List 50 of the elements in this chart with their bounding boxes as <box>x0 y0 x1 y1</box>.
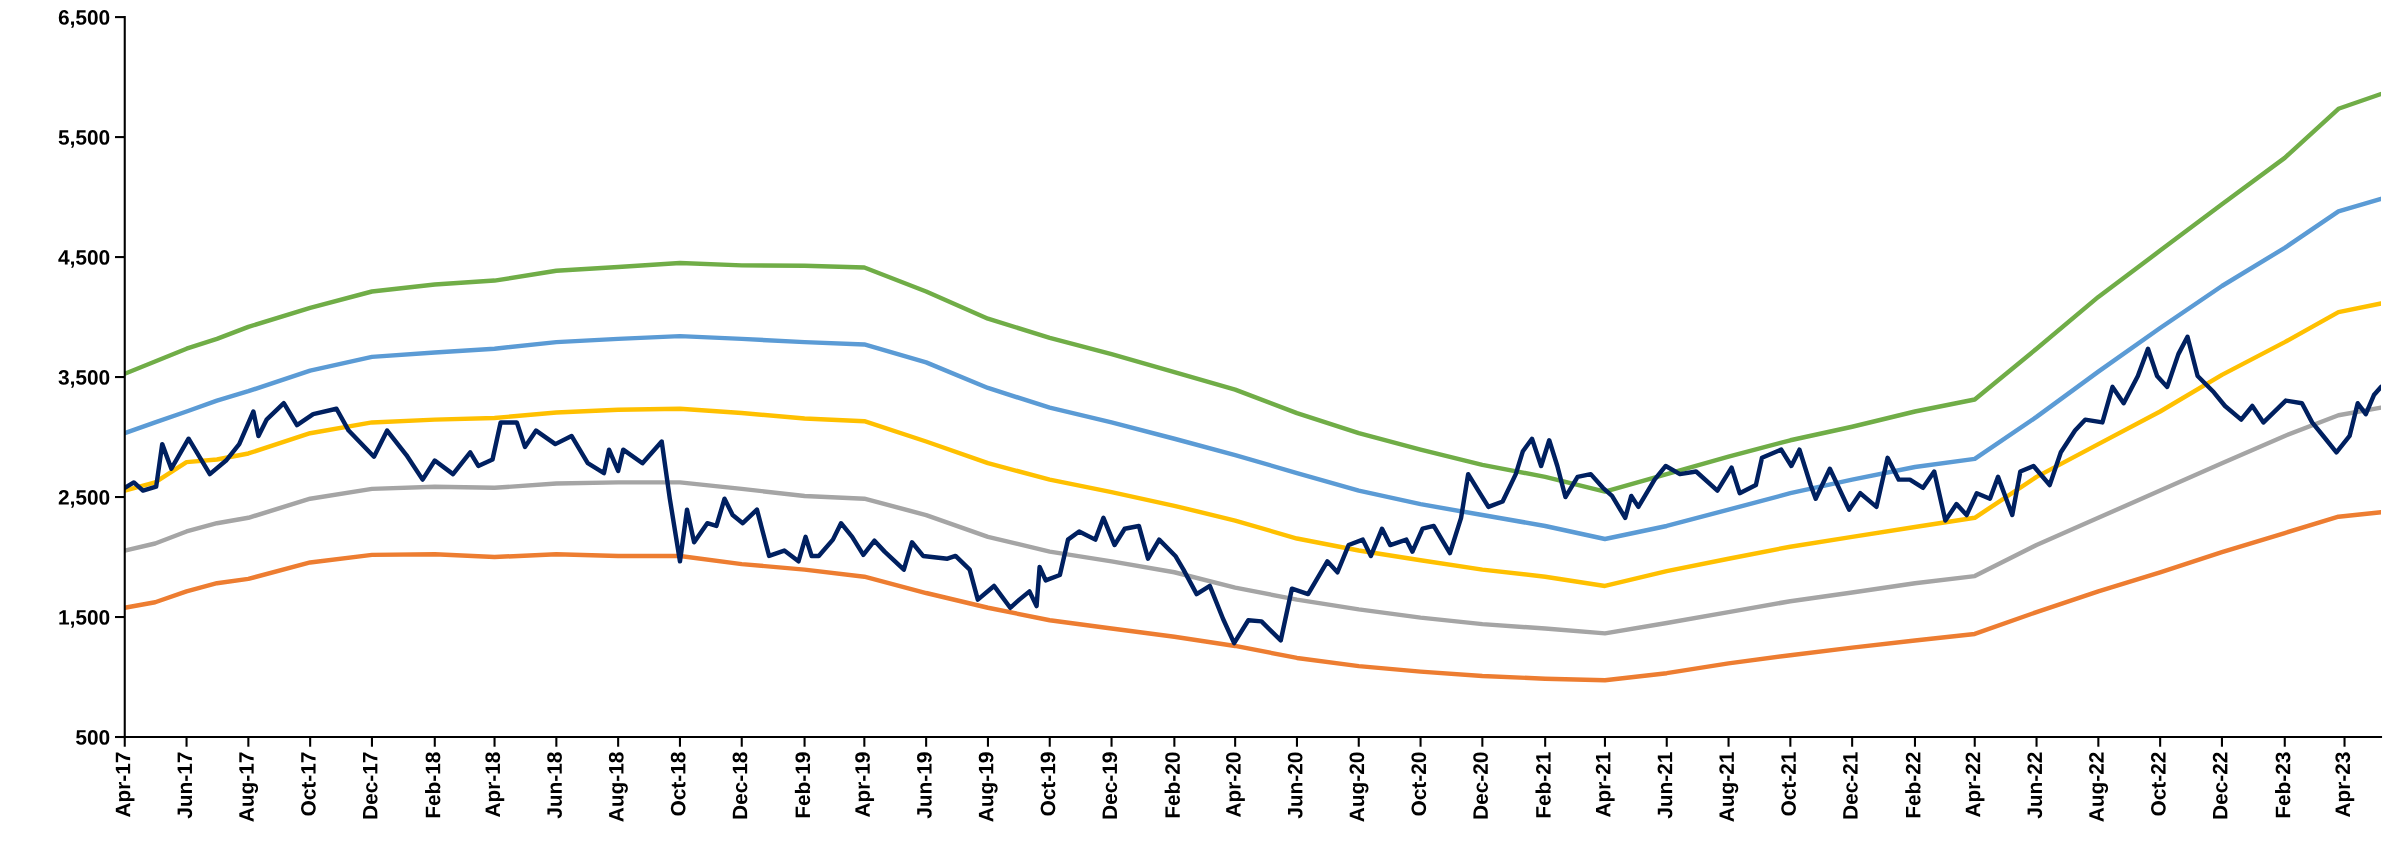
line-series <box>124 196 2382 542</box>
x-tick-label: Jun-22 <box>2027 752 2043 819</box>
x-tick-label: Apr-19 <box>855 752 875 818</box>
x-tick-label: Apr-20 <box>1225 752 1245 818</box>
y-tick-label: 500 <box>76 730 110 745</box>
line-series <box>124 301 2382 589</box>
line-series <box>124 510 2382 683</box>
x-tick-label: Oct-22 <box>2150 752 2166 816</box>
x-tick-label: Aug-17 <box>239 752 259 822</box>
x-tick-label: Dec-21 <box>1842 752 1858 819</box>
y-tick-label: 5,500 <box>58 130 110 148</box>
x-tick-label: Feb-20 <box>1164 752 1180 818</box>
x-tick-label: Dec-17 <box>363 752 378 819</box>
x-tick-label: Aug-18 <box>608 752 628 822</box>
x-tick-label: Dec-20 <box>1473 752 1488 819</box>
x-tick-label: Feb-18 <box>425 752 441 818</box>
x-tick-label: Apr-21 <box>1595 752 1615 818</box>
x-tick-label: Oct-21 <box>1781 752 1796 816</box>
x-tick-label: Jun-20 <box>1287 752 1303 819</box>
x-tick-label: Oct-17 <box>300 752 316 816</box>
x-tick-label: Aug-21 <box>1719 752 1739 822</box>
line-series <box>124 334 2382 646</box>
x-tick-label: Jun-17 <box>177 752 193 819</box>
x-tick-label: Apr-22 <box>1965 752 1985 818</box>
line-series <box>124 91 2382 494</box>
line-series <box>124 405 2382 636</box>
y-tick-label: 3,500 <box>58 370 110 388</box>
x-tick-label: Apr-17 <box>115 752 135 818</box>
x-tick-label: Feb-22 <box>1905 752 1921 818</box>
x-tick-label: Dec-18 <box>732 752 748 819</box>
x-tick-label: Apr-23 <box>2335 752 2355 818</box>
x-tick-label: Jun-18 <box>547 752 562 819</box>
y-tick-label: 2,500 <box>58 490 110 508</box>
x-tick-label: Aug-20 <box>1349 752 1369 822</box>
x-tick-label: Jun-21 <box>1657 752 1673 819</box>
x-tick-label: Dec-22 <box>2212 752 2228 819</box>
x-tick-label: Aug-19 <box>978 752 998 822</box>
x-tick-label: Aug-22 <box>2089 752 2109 822</box>
x-tick-label: Feb-23 <box>2275 752 2291 818</box>
x-tick-label: Oct-20 <box>1411 752 1427 816</box>
y-tick-label: 1,500 <box>59 610 110 628</box>
x-tick-label: Dec-19 <box>1102 752 1118 819</box>
x-tick-label: Apr-18 <box>485 752 505 818</box>
x-tick-label: Feb-19 <box>794 752 811 818</box>
x-tick-label: Oct-18 <box>670 752 686 816</box>
x-tick-label: Oct-19 <box>1040 752 1056 816</box>
y-tick-label: 6,500 <box>58 10 110 28</box>
x-tick-label: Feb-21 <box>1535 752 1551 818</box>
y-tick-label: 4,500 <box>58 250 110 268</box>
x-tick-label: Jun-19 <box>916 752 932 819</box>
